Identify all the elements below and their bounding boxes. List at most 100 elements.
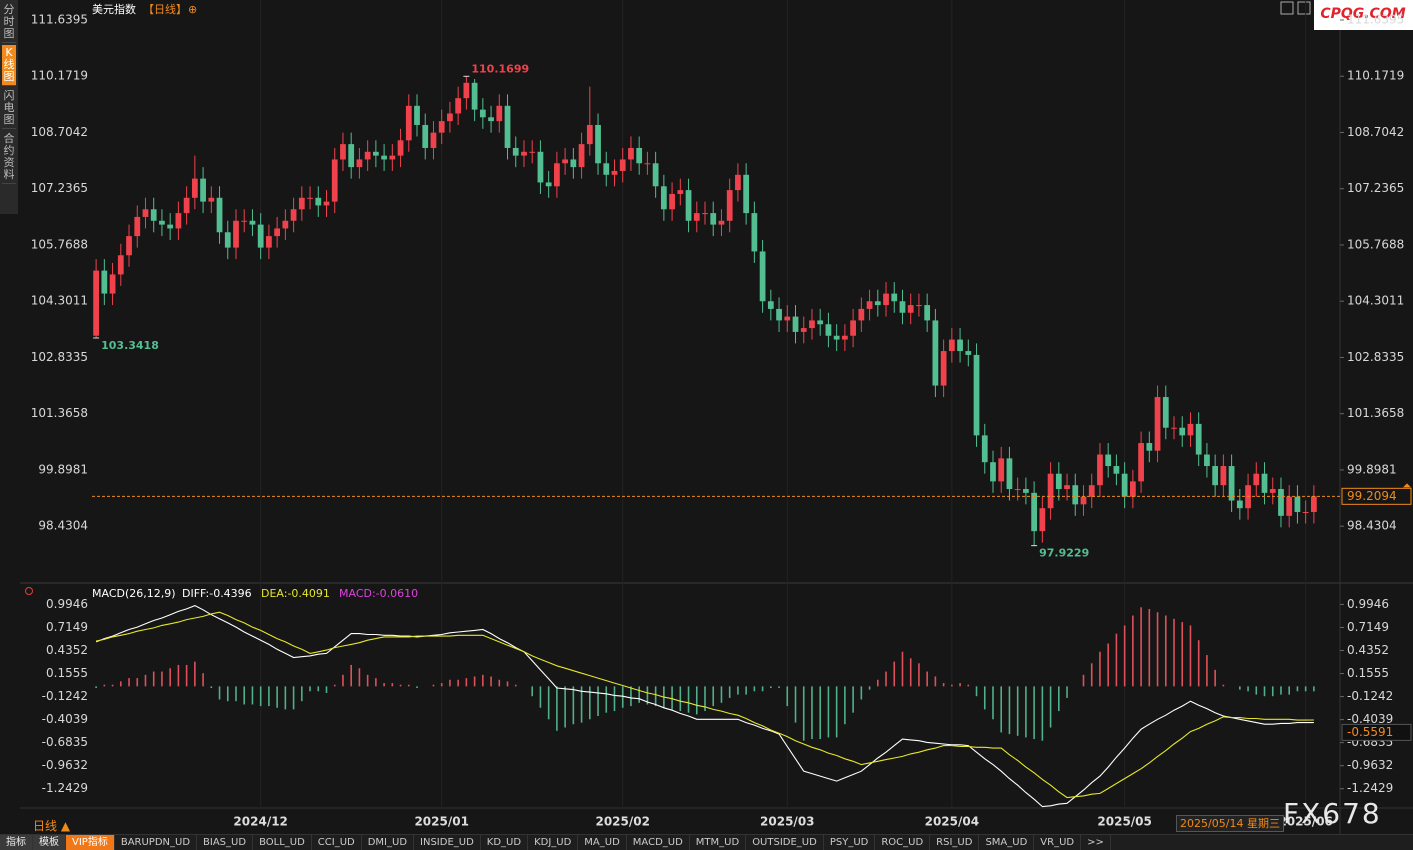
indicator-icon[interactable] (25, 587, 33, 595)
y-tick-label: 105.7688 (1347, 237, 1404, 251)
candle-body (776, 308, 782, 321)
y-tick-label: 110.1719 (1347, 69, 1404, 83)
side-tab[interactable]: 分时图 (2, 2, 16, 43)
candle-body (504, 105, 511, 148)
candle-body (1228, 466, 1235, 501)
candle-body (619, 159, 626, 171)
candle-body (1105, 454, 1112, 467)
indicator-tab[interactable]: MACD_UD (627, 835, 690, 850)
indicator-tab[interactable]: MA_UD (578, 835, 627, 850)
candle-body (924, 305, 931, 321)
candle-body (891, 293, 898, 302)
candle-body (175, 213, 182, 229)
candle-body (142, 209, 149, 217)
indicator-tab[interactable]: VIP指标 (66, 835, 115, 850)
axis-marker-box (1341, 723, 1412, 741)
legend-diff: DIFF:-0.4396 (182, 587, 252, 600)
candle-body (150, 209, 157, 221)
x-tick-label: 2024/12 (233, 815, 287, 829)
y-tick-label: -0.9632 (1347, 758, 1393, 772)
y-tick-label: 0.9946 (1347, 597, 1389, 611)
candle-body (372, 151, 379, 156)
y-tick-label: 0.1555 (1347, 666, 1389, 680)
y-tick-label: 102.8335 (1347, 350, 1404, 364)
x-tick-label: 2025/04 (925, 815, 979, 829)
candle-body (611, 170, 618, 175)
indicator-tab[interactable]: OUTSIDE_UD (746, 835, 824, 850)
y-tick-label: 98.4304 (38, 519, 88, 533)
candle-body (628, 147, 634, 160)
candle-body (940, 351, 947, 386)
indicator-tab[interactable]: >> (1081, 835, 1111, 850)
axis-marker-label: -0.5591 (1347, 725, 1393, 739)
y-tick-label: -1.2429 (1347, 781, 1393, 795)
indicator-tab[interactable]: INSIDE_UD (414, 835, 481, 850)
indicator-tab[interactable]: KDJ_UD (528, 835, 579, 850)
candle-body (578, 144, 585, 168)
candle-body (1311, 496, 1317, 513)
y-tick-label: 107.2365 (31, 181, 88, 195)
candle-body (693, 213, 700, 221)
y-tick-label: 101.3658 (1347, 406, 1404, 420)
side-tab[interactable]: 闪电图 (2, 88, 16, 129)
footer-period[interactable]: 日线 ▲ (33, 819, 71, 833)
indicator-tab[interactable]: 指标 (0, 835, 33, 850)
window-button[interactable] (1280, 1, 1294, 15)
candle-body (817, 320, 824, 325)
candle-body (200, 178, 206, 202)
indicator-tab[interactable]: DMI_UD (362, 835, 415, 850)
indicator-tab[interactable]: BIAS_UD (197, 835, 254, 850)
date-box: 2025/05/14 星期三 (1176, 815, 1284, 832)
candle-body (981, 435, 988, 463)
candle-body (1113, 466, 1120, 474)
candle-body (990, 462, 996, 482)
candle-body (874, 301, 881, 306)
side-tab[interactable]: 合约资料 (2, 131, 16, 184)
y-tick-label: 98.4304 (1347, 519, 1397, 533)
candle-body (521, 151, 527, 156)
candle-body (669, 193, 675, 210)
indicator-tab[interactable]: VR_UD (1034, 835, 1082, 850)
candle-body (570, 159, 577, 168)
candle-body (405, 105, 412, 141)
indicator-tab[interactable]: KD_UD (481, 835, 529, 850)
candle-body (751, 213, 758, 252)
indicator-tab[interactable]: SMA_UD (979, 835, 1035, 850)
candle-body (529, 151, 536, 153)
indicator-tab[interactable]: CCI_UD (312, 835, 362, 850)
candle-body (1146, 443, 1153, 451)
last-price-box (1341, 487, 1412, 505)
indicator-tab[interactable]: 模板 (33, 835, 66, 850)
candle-body (883, 293, 889, 306)
y-tick-label: 0.7149 (46, 620, 88, 634)
candle-body (512, 147, 519, 156)
candle-body (1253, 473, 1260, 486)
candle-body (545, 182, 552, 187)
candle-body (364, 151, 371, 160)
macd-title: MACD(26,12,9) (92, 587, 176, 600)
candle-body (825, 324, 832, 336)
candle-body (307, 197, 313, 199)
window-button[interactable] (1297, 1, 1311, 15)
candle-body (282, 220, 289, 229)
side-tab[interactable]: K线图 (2, 45, 16, 86)
indicator-tab[interactable]: BOLL_UD (253, 835, 312, 850)
candle-body (932, 320, 939, 386)
candle-body (660, 186, 667, 210)
candle-body (1064, 485, 1070, 490)
indicator-tab[interactable]: ROC_UD (875, 835, 931, 850)
y-tick-label: -0.1242 (42, 689, 88, 703)
candle-body (356, 159, 363, 168)
x-tick-label: 2025/02 (595, 815, 649, 829)
candle-body (702, 213, 708, 215)
y-tick-label: 102.8335 (31, 350, 88, 364)
x-tick-label: 2025/03 (760, 815, 814, 829)
indicator-tab[interactable]: PSY_UD (824, 835, 876, 850)
indicator-tab[interactable]: BARUPDN_UD (115, 835, 198, 850)
candle-body (167, 224, 174, 229)
indicator-tab[interactable]: RSI_UD (930, 835, 980, 850)
indicator-tab[interactable]: MTM_UD (690, 835, 747, 850)
add-icon[interactable]: ⊕ (188, 3, 197, 16)
legend-dea: DEA:-0.4091 (261, 587, 330, 600)
